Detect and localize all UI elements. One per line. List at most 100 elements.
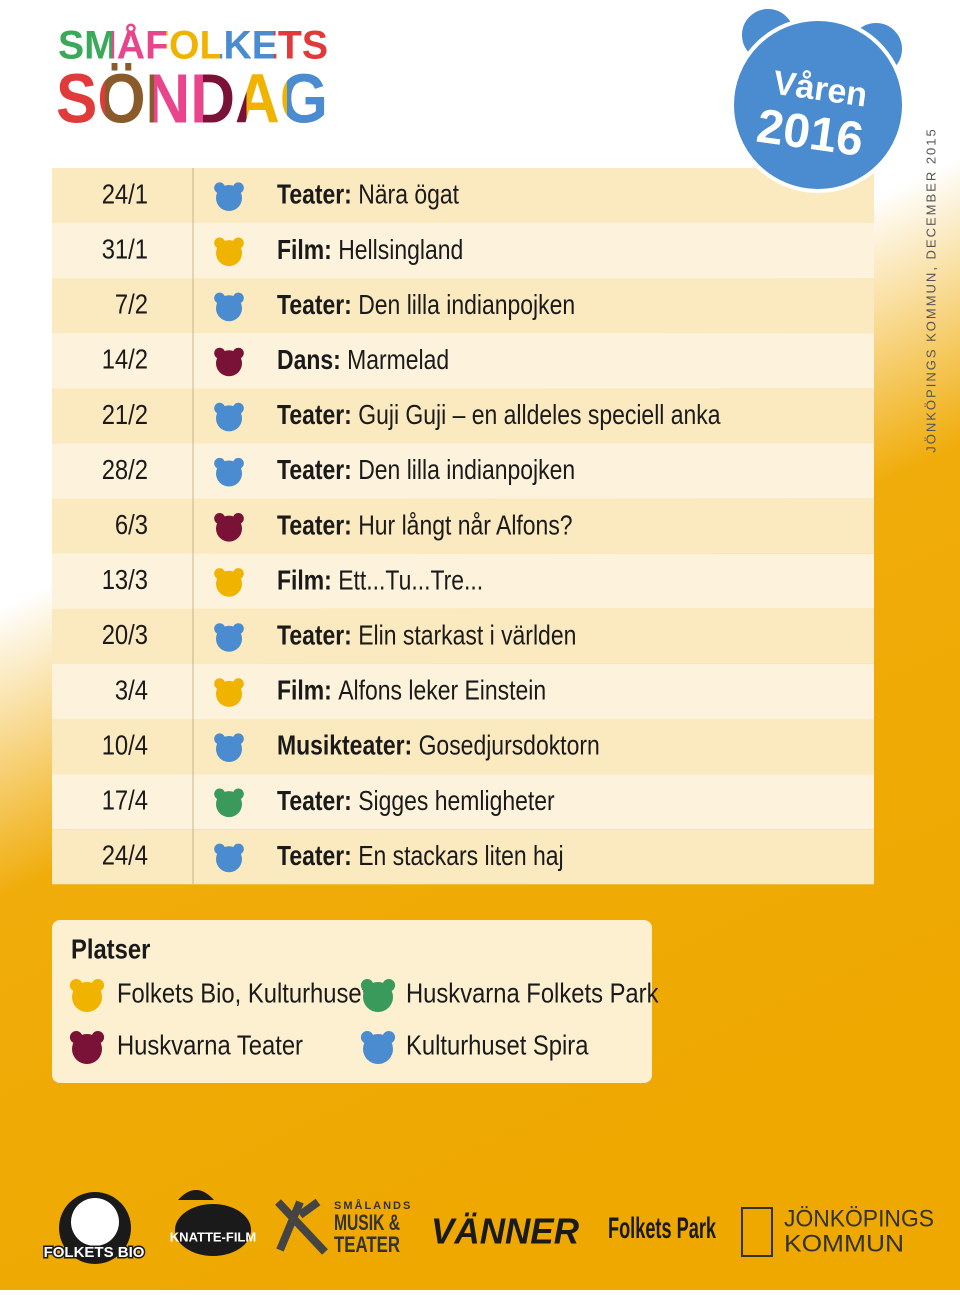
row-title: En stackars liten haj (358, 841, 563, 872)
sponsor-text: FOLKETS BIO (44, 1244, 145, 1261)
sponsor-icon (175, 1204, 251, 1256)
row-title: Alfons leker Einstein (338, 675, 546, 706)
bear-head (216, 295, 242, 322)
bear-head (216, 515, 242, 542)
row-background (52, 663, 874, 719)
row-title: Elin starkast i världen (358, 620, 576, 651)
row-category: Film: (277, 675, 332, 706)
row-category: Film: (277, 234, 332, 265)
row-date: 28/2 (102, 453, 148, 485)
row-category: Teater: (277, 841, 352, 872)
bear-icon (214, 237, 244, 267)
row-category: Dans: (277, 345, 341, 376)
row-event: Film: Ett...Tu...Tre... (277, 565, 483, 596)
bear-head (216, 846, 242, 873)
row-category: Teater: (277, 179, 352, 210)
schedule: 24/1 Teater: Nära ögat 31/1 Film: Hellsingl… (52, 168, 874, 885)
sponsor-text: MUSIK & (334, 1210, 400, 1235)
row-date: 3/4 (115, 673, 148, 705)
bear-icon (69, 979, 105, 1012)
row-category: Musikteater: (277, 730, 412, 761)
sponsor-text: VÄNNER (431, 1211, 579, 1252)
bear-head (216, 680, 242, 707)
row-background (52, 553, 874, 609)
sponsor-text: TEATER (334, 1232, 400, 1257)
bear-head (363, 982, 393, 1012)
row-event: Teater: Elin starkast i världen (277, 620, 576, 651)
bear-icon (214, 623, 244, 652)
badge-body (730, 17, 906, 193)
sponsor-icon (178, 1190, 214, 1200)
row-background (52, 333, 874, 389)
bear-head (72, 982, 102, 1012)
row-title: Den lilla indianpojken (358, 455, 575, 486)
bear-icon (214, 182, 244, 211)
bear-head (216, 405, 242, 432)
bear-head (216, 185, 242, 211)
row-background (52, 278, 874, 334)
bear-icon (214, 457, 244, 487)
bear-head (72, 1034, 102, 1064)
row-event: Film: Hellsingland (277, 234, 463, 265)
bear-icon (214, 678, 244, 707)
row-date: 10/4 (102, 729, 148, 761)
row-event: Teater: Nära ögat (277, 179, 459, 210)
logo-line1: SMÅFOLKETS (58, 23, 328, 68)
sponsor-text: Folkets Park (608, 1212, 716, 1245)
venue-name: Huskvarna Teater (117, 1029, 303, 1061)
row-date: 6/3 (115, 508, 148, 540)
row-background (52, 443, 874, 499)
bear-head (216, 791, 242, 818)
row-event: Teater: Den lilla indianpojken (277, 455, 575, 486)
bear-head (216, 625, 242, 652)
bear-icon (214, 513, 244, 542)
logo-line2: SÖNDAG (56, 59, 328, 137)
bear-icon (214, 292, 244, 322)
side-note: JÖNKÖPINGS KOMMUN, DECEMBER 2015 (923, 127, 938, 453)
venue-name: Kulturhuset Spira (406, 1029, 589, 1061)
row-category: Film: (277, 565, 332, 596)
row-date: 14/2 (102, 343, 148, 375)
row-title: Ett...Tu...Tre... (338, 565, 483, 596)
row-date: 20/3 (102, 618, 148, 650)
bear-head (216, 240, 242, 267)
bear-icon (214, 843, 244, 873)
bear-icon (360, 979, 396, 1012)
bear-icon (214, 568, 244, 597)
bear-head (216, 736, 242, 762)
bear-icon (360, 1031, 396, 1064)
row-date: 24/1 (102, 178, 148, 210)
sponsor-icon (741, 1207, 773, 1257)
row-title: Guji Guji – en alldeles speciell anka (358, 400, 721, 431)
bear-icon (214, 402, 244, 432)
row-title: Marmelad (347, 345, 449, 376)
row-background (52, 223, 874, 279)
row-event: Musikteater: Gosedjursdoktorn (277, 730, 600, 761)
row-event: Teater: Den lilla indianpojken (277, 290, 575, 321)
row-date: 21/2 (102, 398, 148, 430)
row-date: 17/4 (102, 784, 148, 816)
row-category: Teater: (277, 455, 352, 486)
row-background (52, 829, 874, 885)
sponsor-icon (275, 1198, 328, 1255)
bear-head (216, 570, 242, 597)
row-background (52, 388, 874, 444)
bear-head (216, 460, 242, 487)
row-background (52, 774, 874, 830)
sponsor-text: JÖNKÖPINGS (784, 1205, 934, 1232)
row-title: Hur långt når Alfons? (358, 510, 572, 541)
sponsor-icon (71, 1198, 119, 1246)
row-event: Teater: Hur långt når Alfons? (277, 510, 573, 541)
sponsor-text: KNATTE-FILM (170, 1229, 256, 1244)
bear-icon (214, 733, 244, 762)
row-event: Teater: Sigges hemligheter (277, 785, 555, 816)
row-category: Teater: (277, 785, 352, 816)
row-title: Nära ögat (358, 179, 459, 210)
row-date: 13/3 (102, 563, 148, 595)
sponsors: FOLKETS BIO KNATTE-FILM SMÅLANDS MUSIK &… (42, 1190, 934, 1264)
row-date: 7/2 (115, 288, 148, 320)
row-category: Teater: (277, 510, 352, 541)
row-category: Teater: (277, 400, 352, 431)
